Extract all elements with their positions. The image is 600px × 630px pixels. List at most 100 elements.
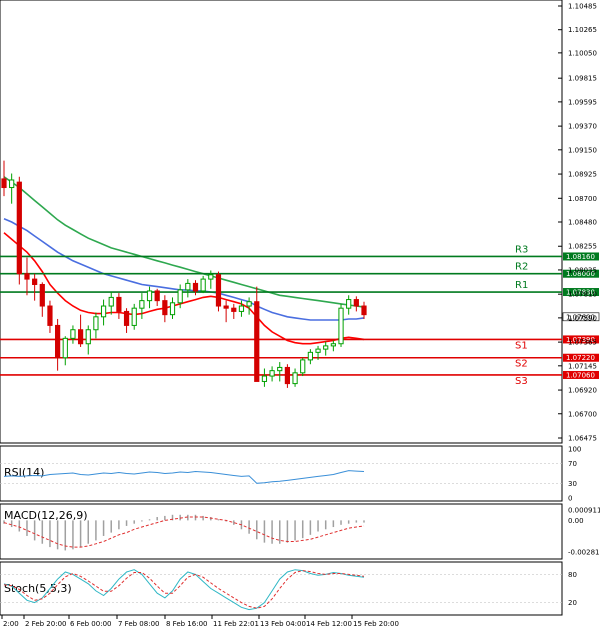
candle-body [85, 329, 91, 345]
macd-tick-label: 0.00 [568, 517, 584, 525]
level-name-s2: S2 [515, 359, 528, 370]
level-price-label: 1.08000 [566, 270, 595, 278]
candle-body [131, 307, 137, 326]
stoch-panel-frame [0, 561, 563, 616]
candle-body [315, 348, 321, 353]
price-tick-label: 1.07145 [568, 362, 597, 370]
candle-body [62, 337, 68, 359]
support-resistance-levels: R3 1.08160 R2 1.08000 R1 1.07830 S1 1.07390 S2 1.… [0, 244, 600, 387]
rsi-tick-label: 100 [568, 446, 581, 454]
macd-panel: MACD(12,26,9) 0.000911 0.00 -0.002819 [0, 503, 600, 560]
price-tick-label: 1.08925 [568, 171, 597, 179]
price-tick-label: 1.09595 [568, 98, 597, 106]
candle-body [200, 278, 206, 292]
rsi-axis: 100 70 30 0 [568, 446, 581, 503]
level-price-tag [563, 288, 599, 297]
candle-body [177, 289, 183, 304]
candle-body [231, 307, 237, 312]
price-tick-label: 1.08480 [568, 219, 597, 227]
current-price-label: 1.07600 [566, 313, 595, 321]
candle-body [284, 366, 291, 385]
stochastic-series [0, 569, 562, 611]
level-price-tag [563, 353, 599, 362]
price-tick-label: 1.10050 [568, 49, 597, 57]
candle-body [353, 299, 359, 307]
candle-body [32, 278, 38, 285]
candle-body [307, 351, 313, 361]
candle-body [93, 316, 99, 331]
price-tick-label: 1.07365 [568, 339, 597, 347]
level-price-label: 1.07220 [566, 354, 595, 362]
price-tick-label: 1.06920 [568, 387, 597, 395]
price-tick-label: 1.07810 [568, 291, 597, 299]
price-tick-label: 1.09815 [568, 75, 597, 83]
candle-body [238, 305, 245, 312]
rsi-tick-label: 0 [568, 495, 572, 503]
level-price-tag [563, 335, 599, 344]
time-tick-label: 13 Feb 04:00 [260, 620, 306, 628]
price-tick-label: 1.06700 [568, 410, 597, 418]
price-axis: 1.10485 1.10265 1.10050 1.09815 1.09595 1.093… [558, 3, 597, 443]
candle-body [162, 300, 168, 316]
candle-body [361, 305, 367, 316]
rsi-panel-frame [0, 445, 563, 502]
price-tick-label: 1.10265 [568, 26, 597, 34]
candle-body [1, 178, 7, 189]
candle-body [277, 366, 283, 372]
macd-tick-label: -0.002819 [568, 548, 600, 556]
level-price-label: 1.07830 [566, 289, 595, 297]
candle-body [139, 300, 145, 309]
candle-body [261, 375, 268, 382]
candle-body [208, 274, 214, 280]
candle-body [16, 181, 22, 275]
candle-body [300, 359, 306, 374]
ma-line-ma-slow [3, 176, 365, 308]
macd-tick-label: 0.000911 [568, 507, 600, 515]
level-price-tag [563, 252, 599, 261]
stoch-panel: Stoch(5,5,3) 80 20 [0, 561, 577, 616]
level-price-tag [563, 370, 599, 379]
price-tick-label: 1.08255 [568, 243, 597, 251]
stoch-signal-line [3, 570, 365, 609]
candle-body [269, 370, 275, 377]
candle-body [338, 307, 344, 345]
macd-series [3, 514, 365, 551]
time-tick-label: 2:00 [3, 620, 19, 628]
ma-line-ma-fast [3, 232, 365, 345]
level-price-label: 1.07060 [566, 371, 595, 379]
candle-body [169, 302, 176, 316]
candle-body [55, 324, 61, 359]
candle-body [9, 179, 15, 189]
candle-body [47, 305, 53, 326]
candle-body [223, 305, 229, 309]
candle-body [123, 310, 130, 326]
candle-body [24, 273, 30, 280]
price-tick-label: 1.06475 [568, 435, 597, 443]
price-tick-label: 1.09150 [568, 146, 597, 154]
candles [1, 160, 367, 388]
candle-body [146, 290, 153, 302]
price-tick-label: 1.09370 [568, 123, 597, 131]
macd-axis: 0.000911 0.00 -0.002819 [568, 507, 600, 557]
level-price-tag [563, 269, 599, 278]
rsi-tick-label: 30 [568, 480, 577, 488]
candle-body [330, 343, 336, 347]
price-tick-label: 1.08700 [568, 195, 597, 203]
candle-body [292, 372, 298, 385]
candle-body [70, 329, 76, 339]
price-tick-label: 1.07590 [568, 314, 597, 322]
stochastic-axis: 80 20 [568, 571, 577, 607]
candle-body [192, 282, 199, 292]
candle-body [346, 299, 352, 309]
price-panel: R3 1.08160 R2 1.08000 R1 1.07830 S1 1.07390 S2 1.… [0, 0, 600, 444]
stoch-tick-label: 20 [568, 599, 577, 607]
time-tick-label: 7 Feb 08:00 [118, 620, 159, 628]
level-name-r3: R3 [515, 244, 528, 255]
level-name-r2: R2 [515, 262, 528, 273]
candle-body [185, 282, 191, 291]
time-tick-label: 15 Feb 20:00 [353, 620, 399, 628]
rsi-label: RSI(14) [4, 466, 44, 479]
candle-body [246, 301, 252, 307]
